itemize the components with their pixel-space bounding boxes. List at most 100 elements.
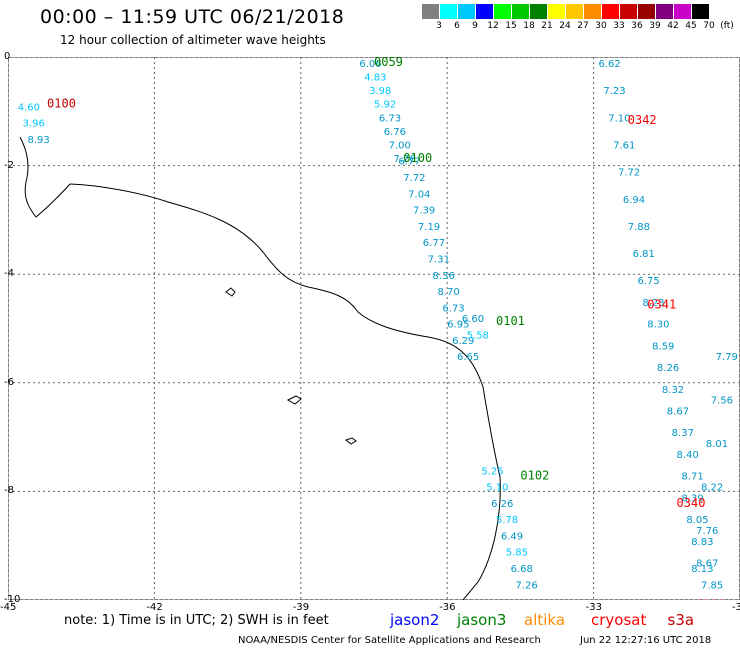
wave-height-value: 6.65 — [457, 352, 479, 363]
wave-height-value: 7.19 — [418, 222, 440, 233]
wave-height-value: 6.81 — [633, 249, 655, 260]
legend-item-jason2: jason2 — [390, 611, 440, 629]
color-swatch — [440, 4, 458, 19]
longitude-label: -45 — [0, 602, 17, 613]
color-swatch — [512, 4, 530, 19]
color-swatch — [620, 4, 638, 19]
satellite-pass: 4.60 3.96 8.93 0100 — [18, 97, 76, 146]
pass-time-label: 0340 — [677, 496, 706, 510]
color-swatch — [692, 4, 710, 19]
coastline — [69, 183, 501, 600]
wave-height-value: 7.72 — [618, 168, 640, 179]
color-scale-label: 9 — [472, 21, 478, 31]
wave-height-value: 3.96 — [23, 119, 45, 130]
wave-height-value: 7.76 — [696, 526, 718, 537]
wave-height-value: 4.60 — [18, 102, 40, 113]
color-swatch — [422, 4, 440, 19]
satellite-pass: 6.60 5.58 0101 — [462, 314, 525, 342]
latitude-label: -8 — [4, 485, 14, 497]
wave-height-value: 6.49 — [501, 531, 523, 542]
wave-height-value: 5.58 — [467, 331, 489, 342]
color-scale-label: 45 — [685, 21, 697, 31]
wave-height-value: 8.71 — [681, 472, 703, 483]
wave-height-value: 7.10 — [608, 113, 630, 124]
wave-height-value: 6.73 — [379, 113, 401, 124]
color-swatch — [494, 4, 512, 19]
pass-time-label: 0059 — [374, 57, 403, 69]
satellite-pass: 6.62 7.23 7.10 7.61 7.72 6.94 7.88 6.81 6.75 0342 — [598, 59, 659, 287]
color-swatch — [584, 4, 602, 19]
wave-height-value: 8.67 — [667, 407, 689, 418]
color-scale-label: 36 — [631, 21, 643, 31]
wave-height-value: 7.39 — [413, 206, 435, 217]
color-scale-label: 18 — [523, 21, 535, 31]
color-swatch — [602, 4, 620, 19]
island-3 — [344, 437, 357, 445]
color-scale-label: 24 — [559, 21, 571, 31]
wave-height-value: 8.59 — [652, 341, 674, 352]
latitude-label: -4 — [4, 268, 14, 280]
color-scale — [422, 4, 710, 19]
wave-height-value: 8.30 — [647, 320, 669, 331]
map-title: 00:00 – 11:59 UTC 06/21/2018 — [40, 6, 345, 28]
wave-height-value: 7.85 — [701, 580, 723, 591]
wave-height-value: 6.62 — [598, 59, 620, 70]
color-swatch — [530, 4, 548, 19]
longitude-label: -36 — [439, 602, 456, 613]
latitude-label: -2 — [4, 159, 14, 171]
color-scale-label: 12 — [487, 21, 499, 31]
wave-height-value: 6.94 — [623, 195, 645, 206]
map-subtitle: 12 hour collection of altimeter wave hei… — [60, 33, 326, 47]
color-scale-label: 21 — [541, 21, 553, 31]
wave-height-value: 6.95 — [447, 320, 469, 331]
pass-time-label: 0339 — [696, 597, 725, 600]
wave-height-value: 6.06 — [359, 59, 381, 70]
color-swatch — [656, 4, 674, 19]
wave-height-value: 3.98 — [369, 86, 391, 97]
longitude-label: -33 — [585, 602, 602, 613]
wave-height-value: 6.68 — [511, 564, 533, 575]
color-swatch — [476, 4, 494, 19]
wave-height-value: 8.23 — [642, 298, 664, 309]
color-scale-label: 15 — [505, 21, 517, 31]
color-scale-label: 33 — [613, 21, 625, 31]
color-scale-label: 3 — [436, 21, 442, 31]
wave-height-value: 5.10 — [486, 483, 508, 494]
wave-height-value: 7.26 — [394, 154, 416, 165]
wave-height-value: 7.88 — [628, 222, 650, 233]
wave-height-value: 7.56 — [711, 396, 733, 407]
generated-timestamp: Jun 22 12:27:16 UTC 2018 — [580, 635, 712, 646]
wave-height-value: 8.32 — [662, 385, 684, 396]
legend-item-s3a: s3a — [667, 611, 695, 629]
pass-time-label: 0100 — [47, 97, 76, 111]
satellite-tracks: 6.06 4.83 3.98 5.92 6.73 6.76 7.00 7.26 0059 6.77… — [18, 57, 738, 600]
color-scale-label: 27 — [577, 21, 589, 31]
pass-time-label: 0342 — [628, 113, 657, 127]
wave-height-value: 8.70 — [437, 287, 459, 298]
wave-height-value: 8.40 — [677, 450, 699, 461]
wave-height-value: 7.04 — [408, 189, 430, 200]
wave-height-value: 7.72 — [403, 173, 425, 184]
wave-height-value: 4.83 — [364, 73, 386, 84]
wave-height-value: 6.75 — [638, 276, 660, 287]
latitude-label: 0 — [4, 51, 11, 62]
map-frame: 6.06 4.83 3.98 5.92 6.73 6.76 7.00 7.26 0059 6.77… — [8, 57, 740, 600]
wave-height-value: 8.36 — [433, 271, 455, 282]
color-swatch — [548, 4, 566, 19]
pass-time-label: 0341 — [647, 298, 676, 312]
map-border — [8, 57, 740, 600]
wave-height-value: 8.22 — [701, 483, 723, 494]
color-scale-label: 30 — [595, 21, 607, 31]
wave-height-value: 8.67 — [696, 559, 718, 570]
wave-height-value: 8.01 — [706, 439, 728, 450]
wave-height-value: 5.92 — [374, 100, 396, 111]
wave-height-value: 6.77 — [398, 157, 420, 168]
coastline-north — [19, 136, 71, 218]
longitude-label: -39 — [292, 602, 310, 613]
longitude-label: -30 — [732, 602, 740, 613]
wave-height-value: 8.13 — [691, 564, 713, 575]
wave-height-value: 8.83 — [691, 537, 713, 548]
satellite-pass: 8.39 8.05 8.83 8.67 7.85 0340 — [677, 493, 724, 591]
pass-time-label: 0102 — [520, 469, 549, 483]
wave-height-value: 5.25 — [481, 466, 503, 477]
